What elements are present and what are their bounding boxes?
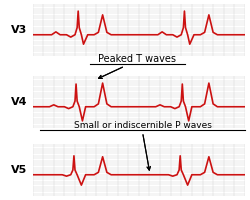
Text: V3: V3 bbox=[11, 25, 28, 35]
Text: Small or indiscernible P waves: Small or indiscernible P waves bbox=[74, 121, 212, 130]
Text: V5: V5 bbox=[11, 165, 28, 175]
Text: Peaked T waves: Peaked T waves bbox=[98, 54, 176, 64]
Text: V4: V4 bbox=[11, 97, 28, 107]
